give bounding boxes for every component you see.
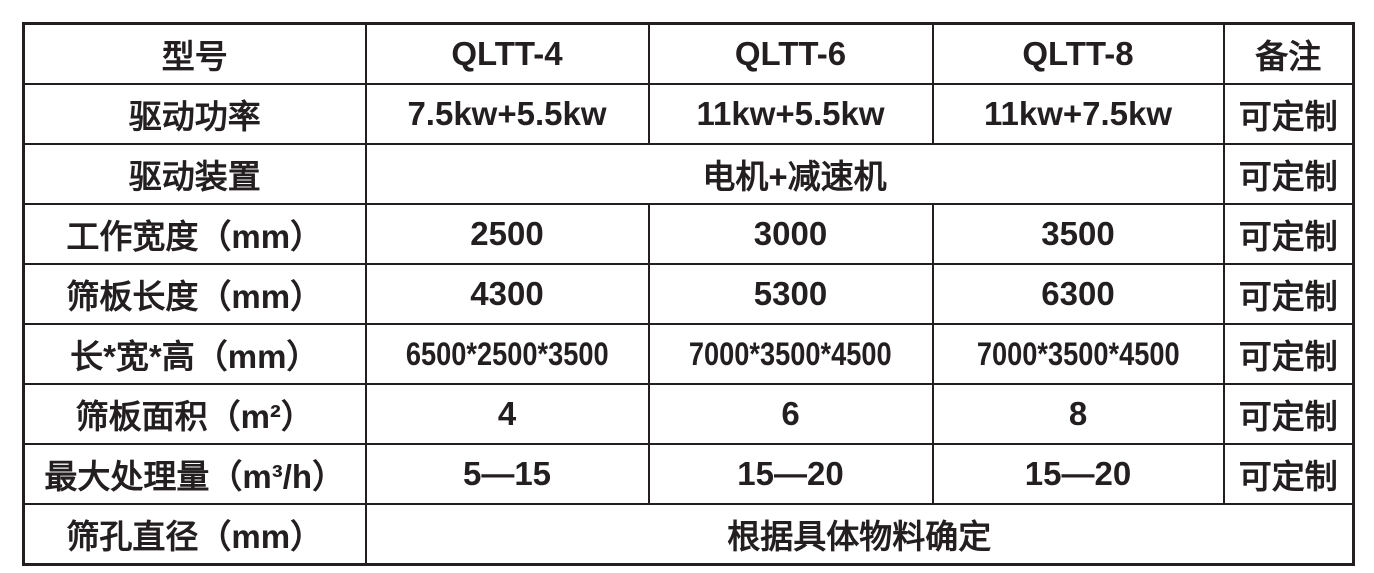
screen-area-label: 筛板面积（m²） bbox=[22, 383, 367, 445]
drive-power-qltt8: 11kw+7.5kw bbox=[931, 83, 1225, 145]
dimensions-remark: 可定制 bbox=[1222, 323, 1355, 385]
working-width-label: 工作宽度（mm） bbox=[22, 203, 367, 265]
row-hole-diameter: 筛孔直径（mm） 根据具体物料确定 bbox=[22, 503, 1355, 566]
working-width-qltt4: 2500 bbox=[364, 203, 650, 265]
drive-power-label: 驱动功率 bbox=[22, 83, 367, 145]
drive-device-label: 驱动装置 bbox=[22, 143, 367, 205]
header-remark: 备注 bbox=[1222, 22, 1355, 85]
hole-diameter-value: 根据具体物料确定 bbox=[364, 503, 1355, 566]
row-dimensions: 长*宽*高（mm） 6500*2500*3500 7000*3500*4500 … bbox=[22, 323, 1355, 385]
row-screen-length: 筛板长度（mm） 4300 5300 6300 可定制 bbox=[22, 263, 1355, 325]
working-width-remark: 可定制 bbox=[1222, 203, 1355, 265]
screen-area-qltt6: 6 bbox=[647, 383, 934, 445]
row-drive-device: 驱动装置 电机+减速机 可定制 bbox=[22, 143, 1355, 205]
max-capacity-label: 最大处理量（m³/h） bbox=[22, 443, 367, 505]
drive-device-remark: 可定制 bbox=[1222, 143, 1355, 205]
screen-area-remark: 可定制 bbox=[1222, 383, 1355, 445]
max-capacity-qltt4: 5—15 bbox=[364, 443, 650, 505]
dimensions-qltt6: 7000*3500*4500 bbox=[647, 323, 934, 385]
max-capacity-qltt8: 15—20 bbox=[931, 443, 1225, 505]
spec-table: 型号 QLTT-4 QLTT-6 QLTT-8 备注 驱动功率 7.5kw+5.… bbox=[22, 22, 1355, 566]
dimensions-qltt8: 7000*3500*4500 bbox=[931, 323, 1225, 385]
max-capacity-qltt6: 15—20 bbox=[647, 443, 934, 505]
screen-area-qltt4: 4 bbox=[364, 383, 650, 445]
working-width-qltt8: 3500 bbox=[931, 203, 1225, 265]
screen-length-qltt6: 5300 bbox=[647, 263, 934, 325]
header-row: 型号 QLTT-4 QLTT-6 QLTT-8 备注 bbox=[22, 22, 1355, 85]
dimensions-qltt4: 6500*2500*3500 bbox=[364, 323, 650, 385]
row-max-capacity: 最大处理量（m³/h） 5—15 15—20 15—20 可定制 bbox=[22, 443, 1355, 505]
header-model-label: 型号 bbox=[22, 22, 367, 85]
screen-length-remark: 可定制 bbox=[1222, 263, 1355, 325]
drive-power-qltt4: 7.5kw+5.5kw bbox=[364, 83, 650, 145]
max-capacity-remark: 可定制 bbox=[1222, 443, 1355, 505]
dimensions-qltt8-value: 7000*3500*4500 bbox=[976, 336, 1180, 372]
screen-length-qltt4: 4300 bbox=[364, 263, 650, 325]
drive-device-value: 电机+减速机 bbox=[364, 143, 1225, 205]
drive-power-qltt6: 11kw+5.5kw bbox=[647, 83, 934, 145]
dimensions-label: 长*宽*高（mm） bbox=[22, 323, 367, 385]
header-model-qltt6: QLTT-6 bbox=[647, 22, 934, 85]
header-model-qltt4: QLTT-4 bbox=[364, 22, 650, 85]
row-drive-power: 驱动功率 7.5kw+5.5kw 11kw+5.5kw 11kw+7.5kw 可… bbox=[22, 83, 1355, 145]
dimensions-qltt4-value: 6500*2500*3500 bbox=[405, 336, 609, 372]
row-working-width: 工作宽度（mm） 2500 3000 3500 可定制 bbox=[22, 203, 1355, 265]
working-width-qltt6: 3000 bbox=[647, 203, 934, 265]
screen-length-qltt8: 6300 bbox=[931, 263, 1225, 325]
row-screen-area: 筛板面积（m²） 4 6 8 可定制 bbox=[22, 383, 1355, 445]
dimensions-qltt6-value: 7000*3500*4500 bbox=[689, 336, 892, 372]
drive-power-remark: 可定制 bbox=[1222, 83, 1355, 145]
screen-length-label: 筛板长度（mm） bbox=[22, 263, 367, 325]
screen-area-qltt8: 8 bbox=[931, 383, 1225, 445]
hole-diameter-label: 筛孔直径（mm） bbox=[22, 503, 367, 566]
header-model-qltt8: QLTT-8 bbox=[931, 22, 1225, 85]
